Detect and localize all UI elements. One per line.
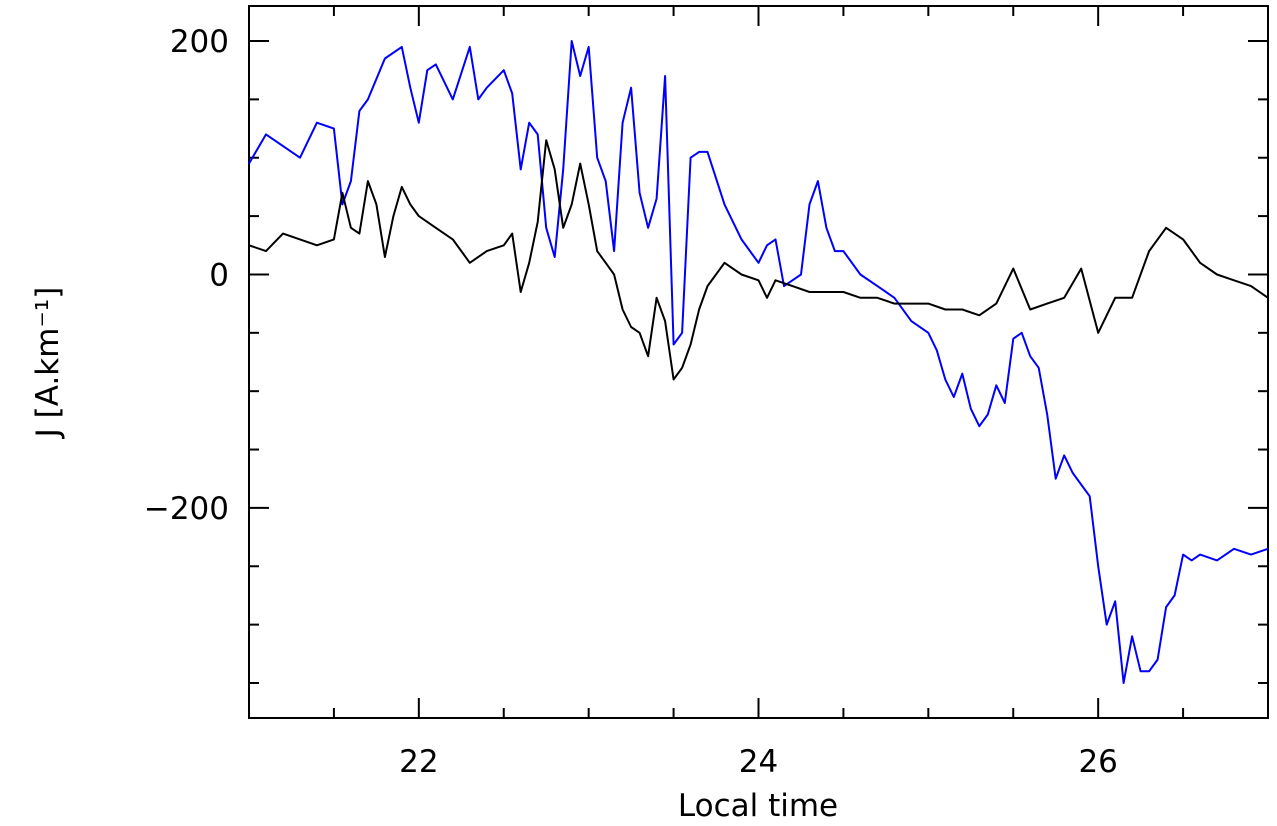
x-tick-label: 26 [1078,744,1117,780]
plot-frame [248,5,1269,719]
series-line-2 [248,139,1269,381]
x-tick-label: 22 [399,744,438,780]
series-line-1 [248,40,1269,684]
y-axis-title: J [A.km⁻¹] [30,287,66,440]
tick-labels: 22 24 26 200 0 −200 [144,24,1118,780]
y-tick-label: −200 [144,491,229,527]
x-tick-label: 24 [739,744,778,780]
x-axis-title: Local time [678,788,838,824]
series-layer [248,40,1269,684]
axis-ticks [249,6,1268,718]
y-tick-label: 0 [209,257,229,293]
y-tick-label: 200 [170,24,229,60]
